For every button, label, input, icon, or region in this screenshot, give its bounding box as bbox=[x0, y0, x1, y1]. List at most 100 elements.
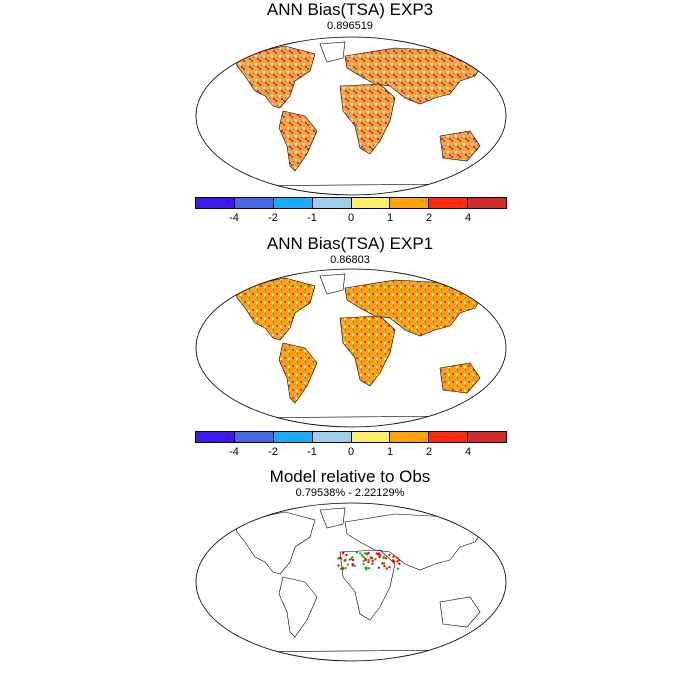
scatter-point bbox=[362, 555, 365, 559]
scatter-point bbox=[360, 554, 364, 557]
colorbar-1-box bbox=[234, 198, 274, 208]
colorbar-2-tick: 2 bbox=[425, 446, 433, 458]
scatter-point bbox=[378, 555, 381, 559]
colorbar-1-tick: 1 bbox=[386, 212, 394, 224]
panel2-subtitle: 0.86803 bbox=[330, 254, 370, 266]
colorbar-2-box bbox=[234, 432, 274, 442]
scatter-point bbox=[364, 566, 367, 570]
panel1-title: ANN Bias(TSA) EXP3 bbox=[266, 0, 434, 19]
scatter-point bbox=[384, 557, 388, 560]
scatter-point bbox=[381, 562, 384, 565]
scatter-point bbox=[350, 557, 353, 561]
scatter-point bbox=[396, 556, 399, 559]
colorbar-2-box bbox=[312, 432, 352, 442]
scatter-point bbox=[388, 553, 391, 557]
scatter-point bbox=[398, 562, 401, 566]
colorbar-1-tick: -4 bbox=[229, 212, 239, 224]
scatter-point bbox=[374, 558, 377, 561]
scatter-point bbox=[375, 552, 378, 555]
scatter-point bbox=[362, 559, 365, 563]
scatter-point bbox=[344, 567, 347, 570]
colorbar-2-tick: -2 bbox=[268, 446, 278, 458]
panel1-map-border bbox=[195, 36, 507, 196]
colorbar-1 bbox=[195, 197, 507, 209]
scatter-point bbox=[353, 564, 356, 567]
scatter-point bbox=[340, 557, 343, 560]
scatter-point bbox=[339, 567, 343, 571]
scatter-point bbox=[392, 555, 395, 558]
scatter-point bbox=[396, 567, 400, 570]
colorbar-1-ticks: -4 -2 -1 0 1 2 4 bbox=[195, 212, 507, 226]
scatter-point bbox=[359, 552, 362, 555]
scatter-point bbox=[355, 551, 359, 554]
panel3-title: Model relative to Obs bbox=[269, 467, 431, 486]
colorbar-2-box bbox=[351, 432, 391, 442]
scatter-point bbox=[371, 559, 374, 562]
scatter-point bbox=[343, 559, 346, 562]
scatter-point bbox=[351, 558, 355, 562]
scatter-point bbox=[369, 556, 372, 559]
colorbar-2-ticks: -4 -2 -1 0 1 2 4 bbox=[195, 446, 507, 460]
colorbar-1-box bbox=[196, 198, 235, 208]
scatter-point bbox=[341, 552, 345, 555]
colorbar-2-tick: -1 bbox=[307, 446, 317, 458]
scatter-point bbox=[364, 557, 367, 560]
scatter-point bbox=[383, 564, 386, 568]
colorbar-1-box bbox=[273, 198, 313, 208]
colorbar-2-tick: -4 bbox=[229, 446, 239, 458]
colorbar-1-tick: 4 bbox=[464, 212, 472, 224]
panel3-map-border bbox=[195, 502, 507, 662]
panel1-land bbox=[204, 41, 496, 195]
panel2-map-border bbox=[195, 268, 507, 428]
scatter-point bbox=[367, 567, 371, 570]
panel1-map bbox=[195, 36, 507, 196]
scatter-point bbox=[382, 556, 385, 560]
panel3-map bbox=[195, 502, 507, 662]
scatter-point bbox=[367, 558, 370, 562]
colorbar-1-tick: 0 bbox=[347, 212, 355, 224]
panel2-land bbox=[204, 273, 496, 427]
scatter-point bbox=[337, 557, 340, 560]
colorbar-1-tick: -2 bbox=[268, 212, 278, 224]
panel3-subtitle: 0.79538% - 2.22129% bbox=[295, 487, 405, 499]
colorbar-1-box bbox=[468, 198, 506, 208]
colorbar-2 bbox=[195, 431, 507, 443]
colorbar-2-tick: 4 bbox=[464, 446, 472, 458]
scatter-point bbox=[378, 553, 382, 557]
colorbar-2-box bbox=[196, 432, 235, 442]
colorbar-1-box bbox=[390, 198, 430, 208]
scatter-point bbox=[383, 562, 386, 565]
colorbar-1-box bbox=[429, 198, 469, 208]
scatter-point bbox=[362, 563, 365, 566]
scatter-point bbox=[397, 558, 401, 562]
scatter-point bbox=[337, 564, 340, 567]
scatter-point bbox=[377, 566, 381, 569]
colorbar-2-tick: 1 bbox=[386, 446, 394, 458]
colorbar-2-box bbox=[273, 432, 313, 442]
colorbar-2-box bbox=[468, 432, 506, 442]
panel1-subtitle: 0.896519 bbox=[327, 20, 373, 32]
panel3-scatter bbox=[337, 551, 401, 571]
colorbar-1-tick: -1 bbox=[307, 212, 317, 224]
scatter-point bbox=[367, 552, 370, 555]
scatter-point bbox=[346, 563, 349, 566]
colorbar-2-box bbox=[429, 432, 469, 442]
colorbar-1-tick: 2 bbox=[425, 212, 433, 224]
scatter-point bbox=[364, 552, 367, 555]
colorbar-1-box bbox=[351, 198, 391, 208]
panel2-map bbox=[195, 268, 507, 428]
scatter-point bbox=[385, 567, 388, 570]
colorbar-1-box bbox=[312, 198, 352, 208]
colorbar-2-tick: 0 bbox=[347, 446, 355, 458]
scatter-point bbox=[367, 560, 370, 564]
scatter-point bbox=[351, 564, 354, 567]
scatter-point bbox=[371, 562, 374, 565]
scatter-point bbox=[396, 560, 399, 563]
scatter-point bbox=[388, 566, 391, 569]
panel3-coastlines bbox=[204, 507, 496, 661]
scatter-point bbox=[345, 553, 348, 557]
scatter-point bbox=[393, 560, 396, 563]
scatter-point bbox=[341, 567, 345, 570]
scatter-point bbox=[351, 556, 354, 559]
panel2-title: ANN Bias(TSA) EXP1 bbox=[266, 234, 434, 253]
